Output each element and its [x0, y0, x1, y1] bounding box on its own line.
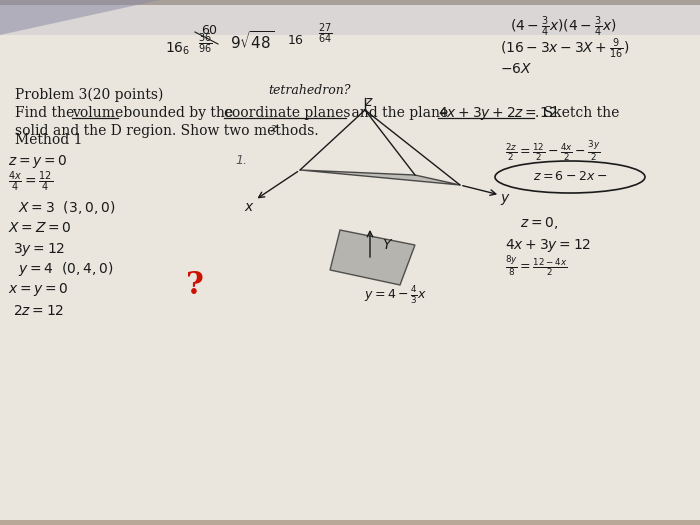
- Bar: [0, 315, 700, 332]
- Text: $\frac{2z}{2}=\frac{12}{2}-\frac{4x}{2}-\frac{3y}{2}$: $\frac{2z}{2}=\frac{12}{2}-\frac{4x}{2}-…: [505, 140, 601, 164]
- Bar: [0, 280, 700, 298]
- Bar: [0, 455, 700, 472]
- Polygon shape: [330, 230, 415, 285]
- Bar: [0, 490, 700, 508]
- Bar: [0, 420, 700, 437]
- Bar: [0, 17, 700, 35]
- Text: $X=3\ \ (3,0,0)$: $X=3\ \ (3,0,0)$: [18, 198, 116, 215]
- Text: volume: volume: [72, 106, 123, 120]
- Text: Method 1: Method 1: [15, 133, 83, 147]
- Bar: [0, 298, 700, 315]
- Text: and the plane: and the plane: [347, 106, 453, 120]
- Text: solid and the D region. Show two methods.: solid and the D region. Show two methods…: [15, 124, 318, 138]
- Bar: [0, 262, 700, 280]
- Bar: [0, 368, 700, 385]
- Bar: [0, 175, 700, 193]
- Text: $\frac{8y}{8}=\frac{12-4x}{2}$: $\frac{8y}{8}=\frac{12-4x}{2}$: [505, 255, 567, 279]
- Text: $X=Z=0$: $X=Z=0$: [8, 221, 71, 235]
- Text: $z=0,$: $z=0,$: [520, 215, 558, 231]
- Text: z: z: [270, 121, 276, 134]
- Text: $4x+3y+2z=12$: $4x+3y+2z=12$: [438, 104, 557, 121]
- Bar: [0, 350, 700, 367]
- Text: $z=6-2x-$: $z=6-2x-$: [533, 171, 607, 184]
- Bar: [0, 508, 700, 525]
- Text: tetrahedron?: tetrahedron?: [269, 83, 351, 97]
- Text: 1.: 1.: [235, 153, 247, 166]
- Text: $60$: $60$: [202, 24, 218, 37]
- Text: bounded by the: bounded by the: [119, 106, 237, 120]
- Bar: [0, 472, 700, 490]
- Bar: [0, 210, 700, 227]
- Text: ?: ?: [186, 269, 204, 300]
- Text: $9\sqrt{48}$: $9\sqrt{48}$: [230, 30, 274, 52]
- Bar: [0, 245, 700, 262]
- Bar: [0, 332, 700, 350]
- Polygon shape: [0, 0, 160, 35]
- Text: y: y: [500, 191, 508, 205]
- Bar: [0, 105, 700, 122]
- Text: $16$: $16$: [288, 34, 304, 47]
- Bar: [0, 0, 700, 35]
- Text: $y=4-\frac{4}{3}x$: $y=4-\frac{4}{3}x$: [363, 284, 426, 306]
- Bar: [0, 158, 700, 175]
- Bar: [0, 385, 700, 403]
- Text: z: z: [365, 95, 372, 109]
- Text: $y=4\ \ (0,4,0)$: $y=4\ \ (0,4,0)$: [18, 260, 113, 278]
- Bar: [0, 0, 700, 17]
- Text: $z=y=0$: $z=y=0$: [8, 153, 67, 171]
- Text: $(4-\frac{3}{4}x)(4-\frac{3}{4}x)$: $(4-\frac{3}{4}x)(4-\frac{3}{4}x)$: [510, 15, 617, 39]
- Text: $\frac{4x}{4}=\frac{12}{4}$: $\frac{4x}{4}=\frac{12}{4}$: [8, 170, 53, 194]
- Text: $x=y=0$: $x=y=0$: [8, 281, 69, 299]
- Text: $\frac{36}{96}$: $\frac{36}{96}$: [198, 32, 212, 56]
- Bar: [0, 122, 700, 140]
- Bar: [0, 35, 700, 52]
- Text: Problem 3(20 points): Problem 3(20 points): [15, 88, 163, 102]
- Polygon shape: [300, 170, 460, 185]
- Text: $-6X$: $-6X$: [500, 62, 532, 76]
- Text: Find the: Find the: [15, 106, 78, 120]
- Bar: [0, 227, 700, 245]
- Text: $(16-3x-3X+\frac{9}{16})$: $(16-3x-3X+\frac{9}{16})$: [500, 37, 629, 61]
- Bar: [0, 193, 700, 210]
- Bar: [0, 140, 700, 158]
- Bar: [0, 88, 700, 105]
- Text: $3y=12$: $3y=12$: [13, 240, 65, 257]
- Text: $4x+3y=12$: $4x+3y=12$: [505, 236, 592, 254]
- Bar: [0, 70, 700, 88]
- Bar: [0, 52, 700, 70]
- Text: $2z=12$: $2z=12$: [13, 304, 64, 318]
- Bar: [0, 403, 700, 420]
- Bar: [0, 437, 700, 455]
- Text: . Sketch the: . Sketch the: [535, 106, 620, 120]
- Text: x: x: [244, 200, 252, 214]
- Text: Y: Y: [382, 238, 391, 252]
- Text: $16_6$: $16_6$: [165, 41, 190, 57]
- Text: coordinate planes: coordinate planes: [224, 106, 351, 120]
- Text: $\frac{27}{64}$: $\frac{27}{64}$: [318, 22, 332, 46]
